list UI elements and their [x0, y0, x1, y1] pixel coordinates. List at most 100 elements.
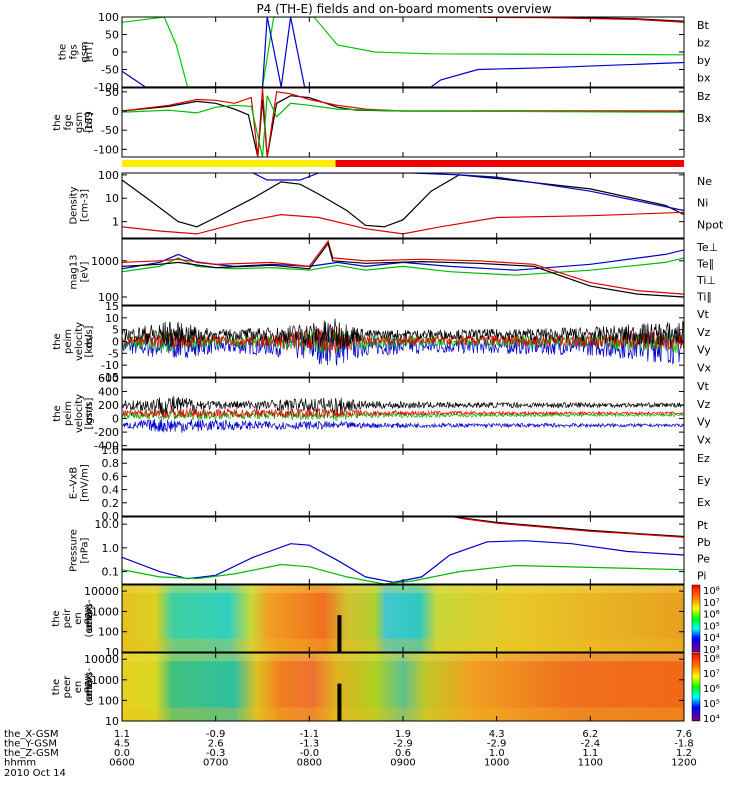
- plot-area-spec_i: [122, 585, 684, 652]
- series-line-density-2: [252, 173, 684, 212]
- y-tick-label: 1000: [91, 255, 119, 268]
- legend-entry: bx: [697, 72, 711, 85]
- colorbar-label: 10⁵: [703, 621, 720, 632]
- y-tick-label: 0.4: [102, 484, 120, 497]
- y-axis-label: [nPa]: [80, 537, 91, 563]
- panel-fgs2: 50 0 -50 -100 the fge gsm -189[nT] Bz Bx: [52, 86, 712, 158]
- ephemeris-value: 1200: [671, 758, 696, 769]
- panel-frame: [121, 87, 685, 158]
- ephemeris-value: -1.8: [674, 739, 694, 750]
- y-tick-label: 10.0: [95, 518, 120, 531]
- colorbar-label: 10³: [703, 645, 720, 656]
- ephemeris-value: -2.9: [487, 739, 507, 750]
- y-axis-label: sr-eV): [84, 672, 95, 701]
- ephemeris-value: -0.3: [206, 748, 226, 759]
- y-axis-label: [nT]: [84, 112, 95, 132]
- panel-spec_e: 10⁸ 10⁷ 10⁶ 10⁵ 10⁴ 10000 1000 100 10 the peer en ef…: [51, 652, 720, 728]
- legend-entry: Pe: [697, 553, 710, 566]
- date-label: 2010 Oct 14: [4, 768, 66, 779]
- data-gap-marker: [337, 683, 342, 721]
- legend-entry: Te∥: [696, 258, 714, 271]
- y-axis-label: sr-eV): [84, 604, 95, 633]
- y-tick-label: 0.6: [102, 470, 120, 483]
- y-tick-label: 100: [98, 694, 119, 707]
- legend-entry: Pb: [697, 536, 711, 549]
- panel-frame: [121, 172, 685, 239]
- y-axis-label: [nT]: [84, 42, 95, 62]
- y-axis-label: (cm2-s-: [84, 668, 95, 706]
- legend-entry: Te⊥: [696, 241, 718, 254]
- colorbar: [691, 652, 701, 722]
- y-tick-label: -400: [94, 440, 119, 453]
- ephemeris-value: -1.1: [300, 729, 320, 740]
- series-line-pressure-3: [459, 517, 684, 538]
- y-tick-label: 1000: [91, 674, 119, 687]
- panel-efield: 1.00.80.60.40.20.0 E--VxB [mV/m] Ez Ey Ex: [69, 444, 711, 523]
- ephemeris-value: 0.0: [114, 748, 130, 759]
- colorbar-label: 10⁸: [703, 654, 720, 665]
- ephemeris-value: 4.3: [489, 729, 505, 740]
- ephemeris-value: 1000: [484, 758, 509, 769]
- ephemeris-value: 0800: [297, 758, 322, 769]
- y-axis-label: eflux: [84, 675, 95, 700]
- panel-frame: [121, 449, 685, 517]
- ephemeris-value: 1.1: [582, 748, 598, 759]
- y-tick-label: 5: [112, 324, 119, 337]
- y-tick-label: 15: [105, 300, 119, 313]
- series-line-temp-0: [122, 249, 684, 271]
- colorbar-label: 10⁴: [703, 633, 720, 644]
- series-line-fgs2-1: [122, 88, 684, 157]
- ephemeris-value: 1.1: [114, 729, 130, 740]
- colorbar-label: 10⁵: [703, 699, 720, 710]
- ephemeris-value: 1.0: [489, 748, 505, 759]
- ephemeris-value: 1100: [578, 758, 603, 769]
- legend-entry: Vt: [697, 308, 710, 321]
- y-axis-label: [km/s]: [84, 397, 95, 429]
- spectrogram-fill: [122, 585, 684, 652]
- y-tick-label: 200: [98, 399, 119, 412]
- series-line-density-0: [122, 174, 684, 228]
- y-axis-label: dsl: [84, 334, 95, 348]
- y-tick-label: 0.0: [102, 510, 120, 523]
- plot-area-spec_e: [122, 653, 684, 721]
- series-line-fgs-0: [122, 17, 684, 87]
- y-axis-label: mag13: [69, 255, 80, 290]
- y-axis-label: en: [73, 612, 84, 625]
- legend-entry: Bt: [697, 19, 710, 32]
- spectrogram-bottom-band: [122, 638, 684, 652]
- y-tick-label: 0.8: [102, 457, 120, 470]
- ephemeris-value: -2.4: [581, 739, 601, 750]
- legend-entry: Vt: [697, 380, 710, 393]
- colorbar-label: 10⁷: [703, 669, 720, 680]
- y-axis-label: E--VxB: [69, 467, 80, 500]
- ephemeris-value: 1.2: [676, 748, 692, 759]
- y-axis-label: [eV]: [80, 262, 91, 283]
- legend-entry: Vx: [697, 433, 712, 446]
- panel-frame: [121, 238, 685, 306]
- y-axis-label: eV/: [84, 610, 95, 627]
- y-tick-label: -5: [108, 347, 119, 360]
- ephemeris-value: -0.0: [300, 748, 320, 759]
- ephemeris-value: 0600: [109, 758, 134, 769]
- colorbar-label: 10⁶: [703, 684, 720, 695]
- y-tick-label: 1000: [91, 605, 119, 618]
- legend-entry: Pi: [697, 569, 706, 582]
- y-tick-label: -10: [101, 359, 119, 372]
- plot-area-fgs: [122, 17, 684, 87]
- plot-area-pressure: [122, 517, 684, 584]
- ephemeris-value: -1.3: [300, 739, 320, 750]
- panel-frame: [121, 516, 685, 585]
- y-tick-label: 100: [98, 291, 119, 304]
- ephemeris-label: the_X-GSM: [4, 729, 58, 740]
- y-tick-label: 0: [112, 105, 119, 118]
- y-tick-label: 100: [98, 626, 119, 639]
- y-axis-label: peer: [62, 675, 73, 699]
- ephemeris-value: 0700: [203, 758, 228, 769]
- ephemeris-value: -2.9: [393, 739, 413, 750]
- legend-entry: Ez: [697, 452, 710, 465]
- y-tick-label: 10: [105, 312, 119, 325]
- legend-entry: Vz: [697, 326, 711, 339]
- ephemeris-label: hhmm: [4, 758, 36, 769]
